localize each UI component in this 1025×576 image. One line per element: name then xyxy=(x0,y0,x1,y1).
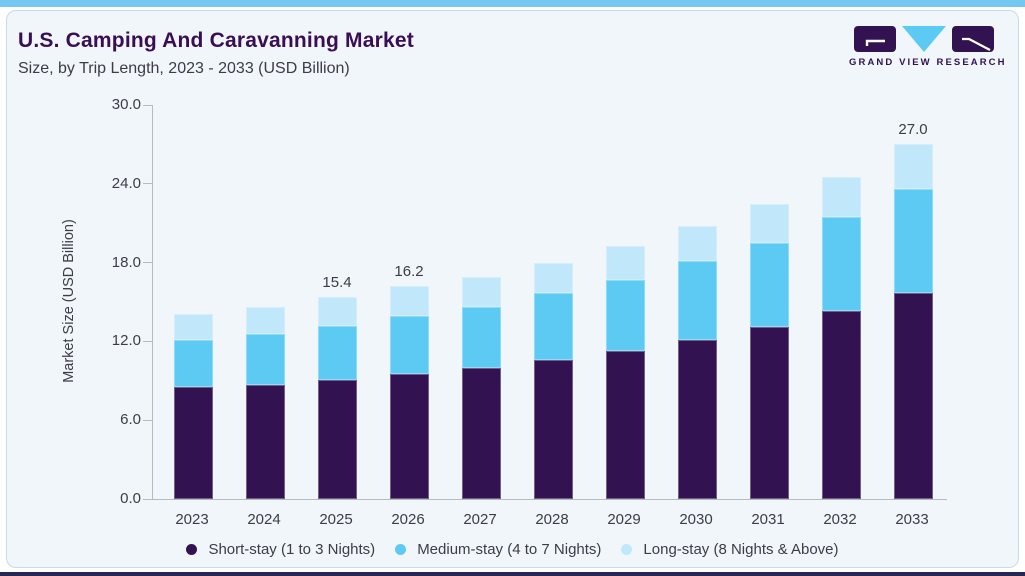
bar-column-2032 xyxy=(821,177,861,499)
x-tick-label-2024: 2024 xyxy=(247,511,281,528)
gvr-logo-caption: GRAND VIEW RESEARCH xyxy=(849,57,1007,68)
x-tick-label-2023: 2023 xyxy=(175,511,209,528)
bar-column-2027 xyxy=(461,277,501,499)
bottom-accent-bar xyxy=(0,572,1025,576)
legend-swatch xyxy=(395,544,407,555)
chart-card: U.S. Camping And Caravanning Market Size… xyxy=(6,10,1019,568)
bar-column-2031 xyxy=(749,203,789,499)
bar-segment-long-stay xyxy=(173,313,213,341)
bar-segment-short-stay xyxy=(173,387,213,499)
bar-column-2023 xyxy=(173,313,213,499)
bar-segment-long-stay xyxy=(245,307,285,334)
y-axis-tick-labels: 0.0 6.0 12.0 18.0 24.0 30.0 xyxy=(7,96,141,507)
y-tick-label: 24.0 xyxy=(111,174,141,192)
legend-item: Medium-stay (4 to 7 Nights) xyxy=(395,541,601,558)
gvr-logo: GRAND VIEW RESEARCH xyxy=(849,26,1007,68)
bar-segment-short-stay xyxy=(677,340,717,499)
bar-column-2033 xyxy=(893,144,933,499)
legend-item: Long-stay (8 Nights & Above) xyxy=(621,541,839,558)
bar-segment-medium-stay xyxy=(173,340,213,388)
bar-segment-short-stay xyxy=(605,350,645,499)
x-tick-label-2031: 2031 xyxy=(751,511,785,528)
bar-value-label-2033: 27.0 xyxy=(898,121,928,139)
bar-column-2025 xyxy=(317,296,357,499)
legend-item: Short-stay (1 to 3 Nights) xyxy=(186,541,375,558)
bar-segment-medium-stay xyxy=(749,242,789,327)
chart-subtitle: Size, by Trip Length, 2023 - 2033 (USD B… xyxy=(18,60,350,77)
bar-column-2024 xyxy=(245,307,285,499)
bar-segment-short-stay xyxy=(461,367,501,499)
y-tick-mark xyxy=(143,340,152,342)
bar-segment-long-stay xyxy=(317,296,357,326)
bar-column-2029 xyxy=(605,245,645,499)
x-axis-tick-labels: 2023 2024 2025 2026 2027 2028 2029 2030 2031 2032… xyxy=(152,509,946,531)
bar-segment-long-stay xyxy=(893,144,933,190)
bar-segment-long-stay xyxy=(605,245,645,280)
bar-column-2026 xyxy=(389,286,429,499)
bar-segment-short-stay xyxy=(893,292,933,499)
y-tick-mark xyxy=(143,104,152,106)
bar-segment-medium-stay xyxy=(605,279,645,351)
y-tick-label: 12.0 xyxy=(111,332,141,350)
legend-swatch xyxy=(186,544,198,555)
bar-segment-long-stay xyxy=(677,225,717,262)
legend-label: Short-stay (1 to 3 Nights) xyxy=(208,541,376,558)
bar-segment-short-stay xyxy=(317,379,357,499)
bar-segment-long-stay xyxy=(389,286,429,317)
top-accent-bar xyxy=(0,0,1025,7)
chart-title: U.S. Camping And Caravanning Market xyxy=(18,29,414,52)
plot-area: 15.4 16.2 27.0 xyxy=(143,104,947,500)
x-tick-label-2027: 2027 xyxy=(463,511,497,528)
gvr-logo-mark xyxy=(854,26,994,52)
y-tick-mark xyxy=(143,498,152,500)
x-tick-label-2028: 2028 xyxy=(535,511,569,528)
x-tick-label-2025: 2025 xyxy=(319,511,353,528)
y-tick-label: 30.0 xyxy=(111,96,141,113)
bar-segment-long-stay xyxy=(749,203,789,243)
x-tick-label-2032: 2032 xyxy=(823,511,857,528)
bar-segment-medium-stay xyxy=(461,307,501,368)
y-tick-label: 18.0 xyxy=(111,253,141,271)
y-tick-mark xyxy=(143,262,152,264)
bar-segment-long-stay xyxy=(533,262,573,293)
legend-swatch xyxy=(621,544,633,555)
bar-segment-long-stay xyxy=(821,177,861,217)
y-tick-label: 0.0 xyxy=(120,490,141,507)
y-tick-mark xyxy=(143,183,152,185)
bar-segment-short-stay xyxy=(821,311,861,499)
bar-segment-medium-stay xyxy=(317,325,357,380)
bar-segment-medium-stay xyxy=(677,261,717,341)
bar-segment-short-stay xyxy=(389,374,429,499)
x-tick-label-2030: 2030 xyxy=(679,511,713,528)
bar-segment-medium-stay xyxy=(533,292,573,360)
y-tick-label: 6.0 xyxy=(120,411,141,429)
legend-label: Long-stay (8 Nights & Above) xyxy=(643,541,839,558)
y-tick-mark xyxy=(143,419,152,421)
x-tick-label-2026: 2026 xyxy=(391,511,425,528)
bar-column-2030 xyxy=(677,225,717,499)
bar-segment-short-stay xyxy=(533,359,573,499)
bar-segment-medium-stay xyxy=(389,316,429,375)
bar-value-label-2026: 16.2 xyxy=(394,263,424,281)
bar-segment-medium-stay xyxy=(893,189,933,293)
x-tick-label-2033: 2033 xyxy=(895,511,929,528)
bar-segment-medium-stay xyxy=(821,216,861,312)
bar-column-2028 xyxy=(533,262,573,499)
legend-label: Medium-stay (4 to 7 Nights) xyxy=(417,541,602,558)
bar-segment-short-stay xyxy=(245,384,285,499)
bar-segment-short-stay xyxy=(749,327,789,499)
bar-segment-medium-stay xyxy=(245,333,285,385)
x-tick-label-2029: 2029 xyxy=(607,511,641,528)
legend: Short-stay (1 to 3 Nights) Medium-stay (4… xyxy=(7,541,1018,558)
bar-value-label-2025: 15.4 xyxy=(322,273,352,291)
bar-segment-long-stay xyxy=(461,277,501,308)
